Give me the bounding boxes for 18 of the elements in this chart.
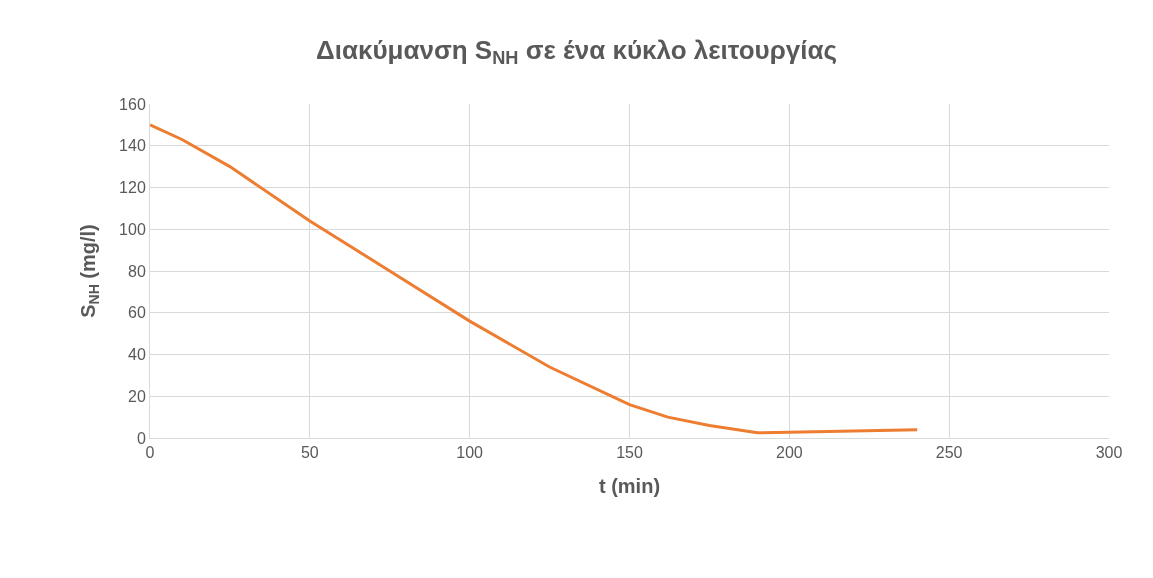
y-tick-label: 100 (119, 220, 146, 238)
y-tick-label: 80 (128, 262, 146, 280)
line-series (150, 123, 919, 435)
x-tick-label: 250 (935, 444, 963, 462)
x-tick-label: 100 (456, 444, 484, 462)
x-tick-label: 50 (300, 444, 319, 462)
y-tick-label: 0 (136, 429, 146, 447)
y-tick-label: 20 (128, 387, 146, 405)
x-tick-label: 150 (616, 444, 643, 462)
x-tick-label: 300 (1095, 444, 1123, 462)
y-tick-label: 160 (119, 95, 146, 113)
y-tick-label: 120 (119, 179, 146, 197)
y-tick-label: 140 (119, 137, 146, 155)
y-tick-label: 40 (128, 346, 146, 364)
y-tick-label: 60 (128, 304, 146, 322)
x-tick-label: 200 (775, 444, 803, 462)
x-axis-title: t (min) (598, 474, 661, 497)
chart-title: Διακύμανση S$_{NH}$ σε ένα κύκλο λειτουργίας (316, 34, 837, 69)
